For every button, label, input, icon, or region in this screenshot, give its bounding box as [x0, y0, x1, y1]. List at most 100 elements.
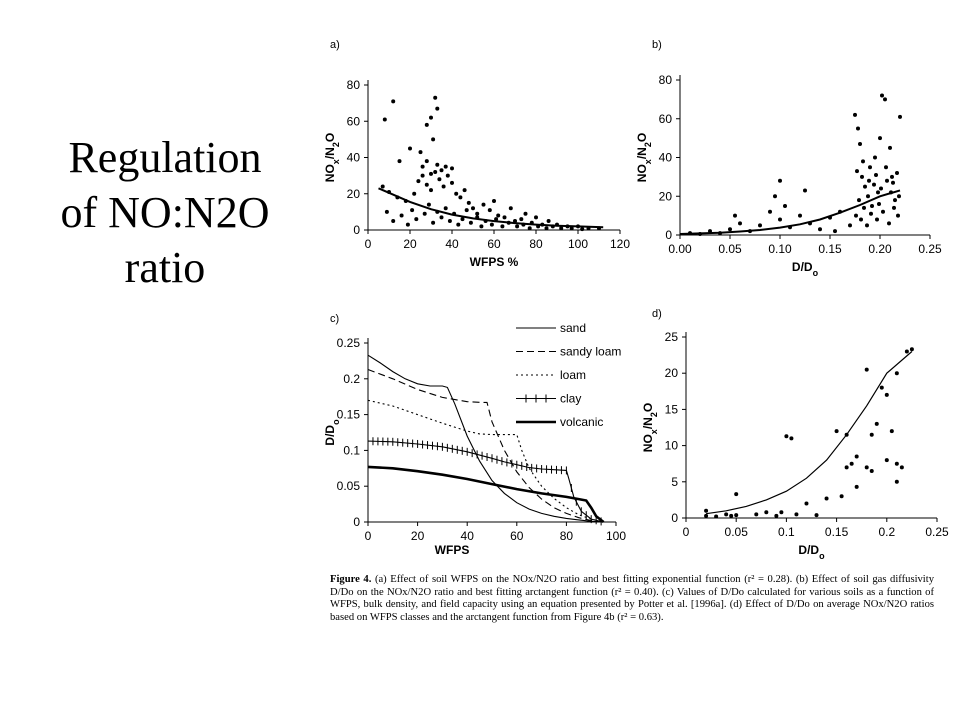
data-point	[863, 184, 867, 189]
data-point	[778, 217, 782, 222]
x-tick-label: 60	[487, 237, 501, 251]
data-point	[877, 202, 881, 206]
data-point	[424, 122, 429, 127]
data-point	[856, 126, 860, 131]
data-point	[818, 227, 822, 232]
data-point	[804, 501, 809, 506]
caption-label: Figure 4.	[330, 574, 372, 585]
data-point	[445, 173, 450, 178]
data-point	[481, 202, 486, 207]
data-point	[496, 213, 501, 218]
x-tick-label: 0	[365, 529, 372, 543]
data-point	[894, 461, 899, 466]
data-point	[898, 114, 902, 119]
y-tick-label: 5	[671, 475, 678, 489]
data-point	[450, 166, 454, 171]
data-point	[479, 224, 484, 229]
data-point	[754, 512, 759, 517]
data-point	[380, 184, 385, 189]
data-point	[492, 199, 496, 203]
x-tick-label: 0.20	[868, 242, 892, 256]
title-line-1: Regulation	[68, 133, 262, 182]
x-tick-label: 80	[560, 529, 574, 543]
data-point	[764, 510, 769, 515]
data-point	[874, 172, 878, 177]
data-point	[422, 211, 427, 216]
data-point	[433, 95, 438, 100]
data-point	[773, 194, 777, 199]
data-point	[890, 174, 894, 179]
data-point	[860, 174, 864, 179]
x-tick-label: 0.15	[818, 242, 842, 256]
data-point	[412, 191, 417, 196]
series-line-sandy-loam	[367, 368, 604, 523]
data-point	[437, 177, 442, 182]
y-tick-label: 40	[347, 151, 361, 165]
fit-curve	[378, 187, 604, 229]
data-point	[733, 213, 737, 218]
y-tick-label: 60	[347, 114, 361, 128]
data-point	[399, 213, 404, 218]
data-point	[416, 179, 421, 184]
y-tick-label: 80	[659, 73, 673, 87]
data-point	[853, 112, 857, 117]
data-point	[408, 146, 412, 151]
data-point	[904, 349, 909, 354]
y-tick-label: 20	[659, 189, 673, 203]
chart-panel-4: d) 0 0.05 0.1 0.15 0.2 0.25 0 5 10 15 20 25 D/Do NOx/N…	[641, 308, 949, 561]
data-point	[848, 223, 852, 228]
figure-caption: Figure 4. (a) Effect of soil WFPS on the…	[330, 574, 934, 624]
slide-title: Regulation of NO:N2O ratio	[30, 130, 300, 295]
data-point	[433, 170, 438, 174]
data-point	[508, 206, 513, 211]
data-point	[464, 208, 469, 213]
y-tick-label: 20	[665, 366, 679, 380]
x-tick-label: 0	[365, 237, 372, 251]
data-point	[544, 226, 549, 231]
y-tick-label: 0.1	[343, 443, 360, 457]
x-tick-label: 60	[510, 529, 524, 543]
data-point	[494, 217, 499, 222]
legend-label: volcanic	[560, 415, 603, 429]
data-point	[884, 165, 888, 170]
y-tick-label: 0.05	[337, 479, 361, 493]
title-line-3: ratio	[124, 243, 206, 292]
data-point	[447, 218, 452, 223]
x-tick-label: 0.05	[718, 242, 742, 256]
fit-curve	[706, 351, 913, 515]
data-point	[714, 514, 719, 519]
data-point	[431, 220, 436, 225]
data-point	[879, 385, 884, 390]
data-point	[758, 223, 762, 228]
y-tick-label: 0	[671, 511, 678, 525]
data-point	[864, 367, 869, 372]
data-point	[462, 188, 467, 193]
legend-label: clay	[560, 392, 581, 406]
data-point	[864, 465, 869, 470]
data-point	[874, 421, 879, 426]
data-point	[876, 190, 880, 195]
y-axis-label: NOx/N2O	[641, 403, 659, 452]
data-point	[849, 461, 854, 466]
data-point	[768, 209, 772, 214]
data-point	[896, 213, 900, 218]
data-point	[424, 159, 429, 164]
data-point	[834, 429, 839, 434]
data-point	[867, 178, 871, 183]
data-point	[734, 513, 739, 518]
data-point	[872, 182, 876, 187]
data-point	[435, 106, 440, 111]
data-point	[523, 211, 528, 216]
data-point	[391, 218, 396, 223]
y-axis-label: NOx/N2O	[635, 133, 653, 182]
legend-label: loam	[560, 368, 586, 382]
data-point	[774, 513, 779, 518]
data-point	[839, 494, 844, 499]
data-point	[883, 97, 887, 102]
data-point	[895, 171, 899, 175]
x-tick-label: 100	[568, 237, 588, 251]
data-point	[892, 205, 896, 210]
data-point	[458, 195, 463, 200]
data-point	[869, 211, 873, 216]
data-point	[889, 429, 894, 434]
